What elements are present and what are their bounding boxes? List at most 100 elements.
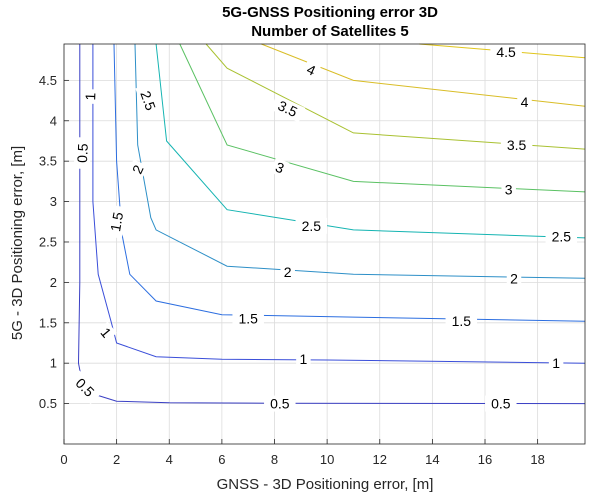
contour-label-text: 1.5 (107, 211, 126, 233)
chart-title: 5G-GNSS Positioning error 3D (222, 4, 438, 21)
contour-label-text: 1 (300, 351, 308, 367)
contour-label-text: 3 (505, 182, 513, 198)
contour-label-text: 4.5 (496, 44, 516, 60)
contour-label-text: 3.5 (507, 137, 527, 153)
y-tick-label: 4.5 (39, 73, 57, 88)
contour-label-2: 2 (280, 263, 295, 280)
contour-label-3.5: 3.5 (500, 137, 533, 153)
contour-label-1: 1 (296, 351, 311, 368)
y-tick-label: 2 (50, 275, 57, 290)
contour-label-4: 4 (301, 59, 322, 81)
y-tick-label: 3 (50, 194, 57, 209)
contour-label-1.5: 1.5 (232, 310, 264, 327)
contour-label-text: 3.5 (275, 97, 300, 120)
contour-label-background (296, 351, 311, 368)
contour-label-text: 0.5 (74, 143, 91, 163)
x-tick-label: 0 (60, 452, 67, 467)
contour-label-background (295, 217, 328, 234)
contour-label-text: 1.5 (452, 313, 472, 329)
contour-label-background (264, 395, 296, 412)
contour-label-3: 3 (270, 157, 290, 178)
x-tick-label: 2 (113, 452, 120, 467)
contour-line-1 (92, 44, 586, 364)
y-tick-label: 2.5 (39, 234, 57, 249)
contour-label-text: 2.5 (552, 228, 572, 244)
contour-label-text: 2 (284, 264, 292, 280)
x-tick-label: 4 (166, 452, 173, 467)
contour-label-text: 2.5 (302, 218, 322, 234)
x-axis-ticks: 0 2 4 6 8 10 12 14 16 18 (60, 439, 545, 467)
contour-label-2.5: 2.5 (295, 217, 328, 234)
contour-label-text: 2 (510, 270, 518, 286)
contour-label-background (68, 370, 102, 405)
contour-label-text: 1 (552, 355, 560, 371)
contour-label-3: 3 (501, 181, 516, 198)
contour-label-0.5: 0.5 (485, 395, 517, 412)
contour-label-background (501, 181, 516, 198)
x-tick-label: 14 (425, 452, 439, 467)
contour-label-2.5: 2.5 (545, 228, 578, 245)
contour-label-text: 0.5 (491, 396, 511, 412)
contour-label-background (517, 94, 532, 111)
contour-label-background (232, 310, 264, 327)
contour-label-background (301, 59, 322, 81)
contour-label-4.5: 4.5 (490, 44, 522, 61)
contour-line-1.5 (113, 43, 586, 322)
contour-label-background (95, 321, 117, 344)
contour-label-text: 1 (82, 92, 98, 101)
contour-label-text: 1.5 (238, 311, 258, 327)
contour-line-2 (134, 43, 586, 279)
chart-subtitle: Number of Satellites 5 (251, 23, 409, 40)
x-tick-label: 6 (218, 452, 225, 467)
x-tick-label: 12 (373, 452, 387, 467)
contour-label-0.5: 0.5 (264, 395, 296, 412)
contour-label-3.5: 3.5 (270, 94, 306, 123)
x-axis-label: GNSS - 3D Positioning error, [m] (217, 476, 434, 493)
contour-line-3 (179, 43, 586, 193)
contour-label-1: 1 (95, 321, 117, 344)
contour-label-background (127, 159, 149, 180)
x-tick-label: 18 (530, 452, 544, 467)
x-tick-label: 8 (271, 452, 278, 467)
contour-label-2: 2 (506, 270, 522, 287)
contour-label-background (105, 204, 128, 239)
y-tick-label: 3.5 (39, 154, 57, 169)
contour-label-background (506, 270, 522, 287)
contour-label-background (135, 83, 162, 119)
y-tick-label: 1.5 (39, 315, 57, 330)
y-tick-label: 1 (50, 356, 57, 371)
contour-label-2.5: 2.5 (135, 83, 162, 119)
contour-label-0.5: 0.5 (73, 137, 91, 170)
contour-label-1: 1 (548, 355, 564, 372)
x-tick-label: 16 (478, 452, 492, 467)
contour-label-1.5: 1.5 (105, 204, 128, 239)
contour-label-text: 0.5 (270, 396, 290, 412)
contour-label-2: 2 (127, 159, 149, 180)
contour-label-background (82, 88, 99, 105)
contour-label-background (73, 137, 91, 170)
y-axis-label: 5G - 3D Positioning error, [m] (9, 146, 26, 340)
contour-label-background (270, 157, 290, 178)
contour-label-background (270, 94, 306, 123)
contour-label-text: 2.5 (137, 89, 159, 113)
y-tick-label: 0.5 (39, 396, 57, 411)
contour-label-background (485, 395, 517, 412)
contour-label-background (500, 137, 533, 153)
contour-label-background (280, 263, 295, 280)
y-axis-ticks: 0.5 1 1.5 2 2.5 3 3.5 4 4.5 (39, 73, 69, 411)
contour-label-4: 4 (517, 94, 532, 111)
contour-label-1.5: 1.5 (445, 313, 478, 330)
contour-label-background (445, 313, 478, 330)
contour-label-background (490, 44, 522, 61)
contour-label-1: 1 (82, 88, 99, 105)
contour-label-text: 4 (521, 94, 529, 110)
plot-frame (63, 43, 586, 445)
contour-line-2.5 (155, 43, 586, 239)
x-tick-label: 10 (320, 452, 334, 467)
contour-line-3.5 (205, 43, 586, 150)
contour-label-background (545, 228, 578, 245)
contour-label-background (548, 355, 564, 372)
